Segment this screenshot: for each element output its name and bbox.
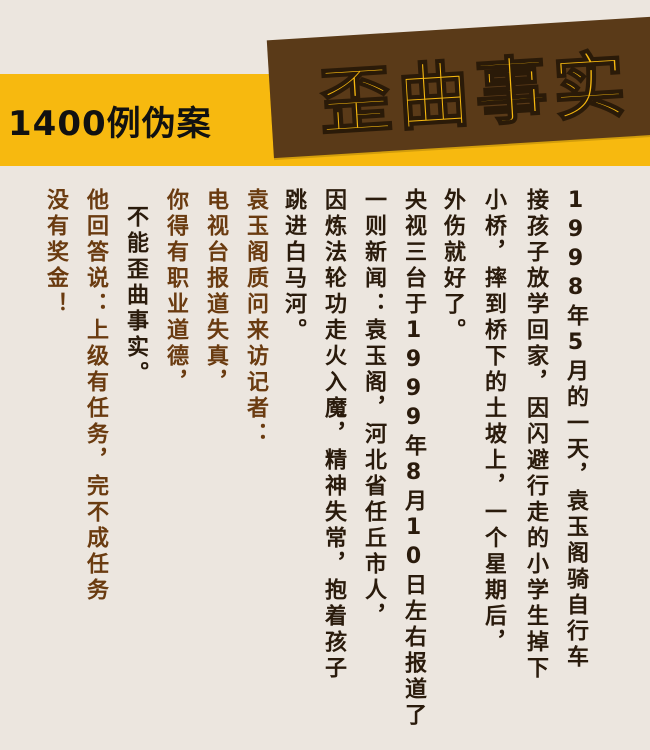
text-column-3: 小桥，摔到桥下的土坡上，一个星期后， <box>481 188 506 656</box>
text-column-7: 因炼法轮功走火入魔，精神失常，抱着孩子 <box>321 188 346 682</box>
text-column-6: 一则新闻：袁玉阁，河北省任丘市人， <box>361 188 386 630</box>
text-column-9: 袁玉阁质问来访记者： <box>243 188 268 448</box>
text-column-11: 你得有职业道德， <box>163 188 188 396</box>
page-title: 歪曲事实 <box>316 41 635 146</box>
text-column-8: 跳进白马河。 <box>281 188 306 344</box>
text-column-12: 不能歪曲事实。 <box>123 205 148 387</box>
title-box: 歪曲事实 <box>266 15 650 159</box>
text-column-10: 电视台报道失真， <box>203 188 228 396</box>
text-column-4: 外伤就好了。 <box>440 188 465 344</box>
text-column-2: 接孩子放学回家，因闪避行走的小学生掉下 <box>523 188 548 682</box>
case-count-label: 1400例伪案 <box>8 103 212 144</box>
text-column-5: 央视三台于1999年8月10日左右报道了 <box>401 188 426 729</box>
text-column-13: 他回答说：上级有任务，完不成任务 <box>83 188 108 604</box>
text-column-1: 1998年5月的一天，袁玉阁骑自行车 <box>563 188 588 671</box>
text-column-14: 没有奖金！ <box>43 188 68 318</box>
